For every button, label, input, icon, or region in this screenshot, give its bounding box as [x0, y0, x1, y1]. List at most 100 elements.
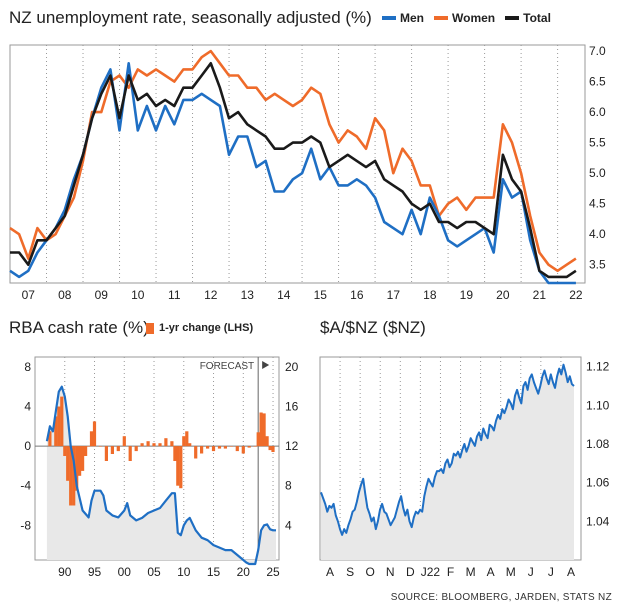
x-tick-label: 95 — [88, 565, 102, 579]
y-tick-label: 1.12 — [586, 360, 610, 374]
x-tick-label: A — [567, 565, 575, 579]
change-bar — [98, 446, 103, 447]
x-tick-label: D — [406, 565, 415, 579]
rba-chart: 90 95 00 05 10 15 20 25 FORECAST 8 4 0 -4 -8 20 16 12 8 4 — [20, 356, 299, 579]
change-bar — [92, 421, 97, 447]
change-bar — [185, 431, 189, 447]
change-bar — [60, 396, 64, 447]
y-tick-label: 6.5 — [589, 75, 606, 89]
x-tick-label: 10 — [177, 565, 191, 579]
y-tick-label: 4.0 — [589, 227, 606, 241]
x-tick-label: 11 — [168, 288, 181, 302]
change-bar — [182, 436, 186, 447]
x-tick-label: 05 — [147, 565, 161, 579]
change-bar — [211, 446, 216, 452]
x-tick-label: 12 — [204, 288, 218, 302]
change-bar — [110, 446, 114, 454]
legend-label-change: 1-yr change (LHS) — [159, 322, 254, 334]
x-tick-label: 19 — [460, 288, 474, 302]
x-tick-label: M — [506, 565, 516, 579]
change-bar — [268, 446, 272, 451]
y-tick-label: 1.06 — [586, 476, 610, 490]
x-tick-label: 25 — [266, 565, 280, 579]
y-tick-label: 4.5 — [589, 197, 606, 211]
change-bar — [173, 446, 177, 461]
x-tick-label: F — [447, 565, 454, 579]
change-bar — [200, 446, 204, 454]
x-tick-label: 21 — [533, 288, 547, 302]
change-bar — [256, 432, 260, 447]
fx-chart-title: $A/$NZ ($NZ) — [320, 318, 426, 337]
change-bar — [194, 446, 198, 459]
unemployment-legend: Men Women Total — [372, 11, 551, 25]
left-tick-label: 8 — [24, 360, 31, 374]
y-tick-label: 1.10 — [586, 398, 610, 412]
unemployment-chart-title: NZ unemployment rate, seasonally adjuste… — [9, 8, 372, 27]
change-bar — [229, 446, 233, 447]
change-bar — [253, 446, 257, 447]
x-tick-label: O — [366, 565, 375, 579]
x-tick-label: 16 — [350, 288, 364, 302]
unemployment-chart: 07 08 09 10 11 12 13 14 15 16 17 18 19 20 21 22 3.5 4.0 4.… — [9, 44, 606, 302]
legend-swatch-change — [146, 322, 154, 334]
forecast-arrow-icon — [262, 361, 270, 369]
x-tick-label: J — [548, 565, 554, 579]
right-tick-label: 8 — [285, 479, 292, 493]
x-tick-label: 10 — [131, 288, 145, 302]
change-bar — [57, 406, 61, 447]
change-bar — [87, 446, 91, 447]
x-tick-label: 20 — [496, 288, 510, 302]
left-tick-label: -8 — [20, 518, 31, 532]
left-tick-label: 4 — [24, 400, 31, 414]
change-bar — [140, 443, 144, 447]
change-bar — [116, 446, 120, 452]
fx-chart: A S O N D J22 F M A M J J A1.041.061.081.101.12 — [319, 356, 610, 579]
x-tick-label: 15 — [314, 288, 328, 302]
x-tick-label: 20 — [237, 565, 251, 579]
series-line-total — [10, 62, 577, 279]
change-bar — [271, 446, 275, 452]
cash-rate-area — [46, 386, 277, 564]
change-bar — [104, 446, 108, 461]
left-tick-label: 0 — [24, 439, 31, 453]
x-tick-label: 17 — [387, 288, 401, 302]
change-bar — [81, 446, 85, 471]
x-tick-label: 00 — [118, 565, 132, 579]
y-tick-label: 7.0 — [589, 44, 606, 58]
x-tick-label: A — [487, 565, 495, 579]
change-bar — [128, 446, 132, 461]
change-bar — [66, 446, 70, 481]
change-bar — [78, 446, 82, 476]
change-bar — [152, 443, 156, 447]
left-tick-label: -4 — [20, 479, 31, 493]
change-bar — [223, 446, 227, 449]
y-tick-label: 1.08 — [586, 437, 610, 451]
x-tick-label: 90 — [58, 565, 72, 579]
change-bar — [262, 413, 266, 447]
change-bar — [241, 446, 245, 454]
x-tick-label: 22 — [569, 288, 583, 302]
change-bar — [72, 446, 76, 506]
x-tick-label: A — [326, 565, 334, 579]
change-bar — [48, 431, 52, 447]
right-tick-label: 20 — [285, 360, 299, 374]
x-tick-label: 18 — [423, 288, 437, 302]
fx-line — [320, 363, 575, 536]
series-line-men — [9, 62, 576, 285]
x-tick-label: S — [346, 565, 354, 579]
x-tick-label: 14 — [277, 288, 291, 302]
change-bar — [206, 446, 210, 449]
plot-frame — [9, 44, 586, 284]
change-bar — [259, 412, 263, 447]
change-bar — [89, 431, 94, 447]
change-bar — [265, 436, 269, 447]
y-tick-label: 3.5 — [589, 258, 606, 272]
legend-swatch-men — [382, 16, 396, 20]
right-tick-label: 16 — [285, 400, 299, 414]
change-bar — [63, 446, 67, 456]
change-bar — [75, 446, 79, 491]
change-bar — [217, 446, 222, 449]
y-tick-label: 5.5 — [589, 136, 606, 150]
x-tick-label: J — [528, 565, 534, 579]
y-tick-label: 5.0 — [589, 166, 606, 180]
